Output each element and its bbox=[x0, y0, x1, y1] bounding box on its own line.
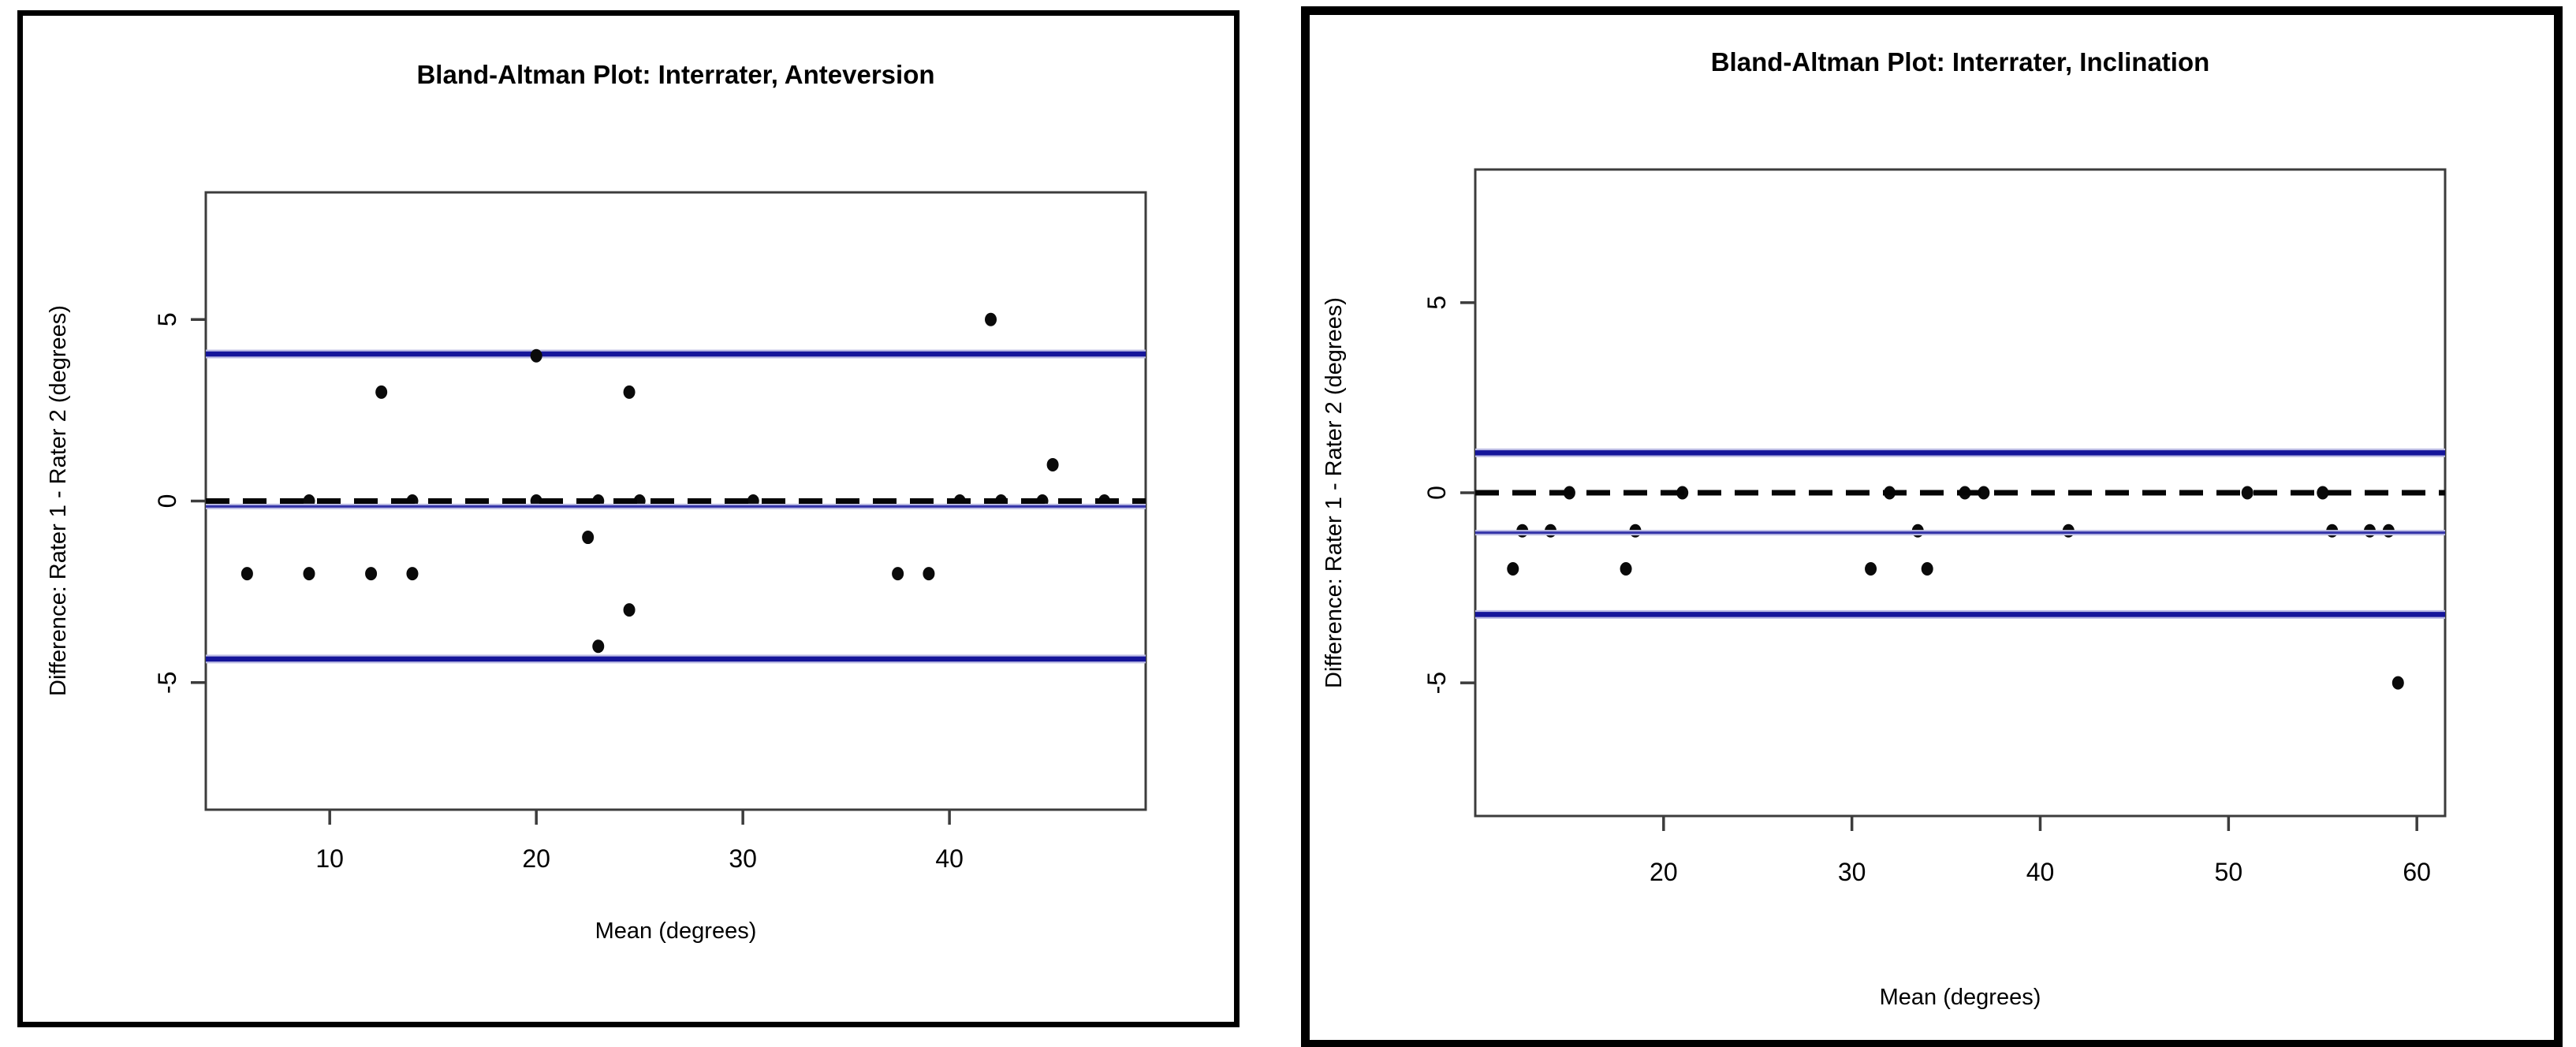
chart-render-layer: 10 20 30 40 -5 0 5 bbox=[153, 191, 1147, 873]
y-tick-label: 0 bbox=[1422, 486, 1451, 500]
bland-altman-chart-anteversion: 10 20 30 40 -5 0 5 Bland-Altman Plot: Interrat… bbox=[46, 60, 1147, 944]
data-point bbox=[240, 567, 253, 581]
data-point bbox=[2391, 676, 2404, 690]
x-axis-label: Mean (degrees) bbox=[1880, 985, 2041, 1010]
x-tick-label: 30 bbox=[1838, 858, 1866, 886]
y-tick-label: -5 bbox=[1422, 672, 1451, 694]
chart-title: Bland-Altman Plot: Interrater, Anteversi… bbox=[416, 60, 934, 89]
data-point bbox=[1921, 561, 1933, 576]
data-point bbox=[1978, 486, 1990, 500]
y-axis-label: Difference: Rater 1 - Rater 2 (degrees) bbox=[46, 305, 71, 696]
x-tick-label: 50 bbox=[2215, 858, 2243, 886]
y-tick-label: 5 bbox=[1422, 296, 1451, 310]
data-point bbox=[1620, 561, 1632, 576]
data-point bbox=[2317, 486, 2329, 500]
data-point bbox=[530, 348, 542, 363]
data-point bbox=[1507, 561, 1519, 576]
y-tick-label: 5 bbox=[153, 312, 181, 326]
x-tick-label: 10 bbox=[315, 844, 344, 873]
figure-inclination: 20 30 40 50 60 -5 0 5 Bland-Altman Plot: Interr… bbox=[1301, 6, 2563, 1047]
x-tick-label: 40 bbox=[935, 844, 964, 873]
data-point bbox=[406, 567, 419, 581]
data-point bbox=[592, 639, 605, 654]
data-point bbox=[582, 531, 595, 545]
data-point bbox=[365, 567, 378, 581]
x-tick-label: 30 bbox=[729, 844, 757, 873]
data-point bbox=[303, 567, 315, 581]
data-point bbox=[623, 385, 636, 399]
figure-anteversion: 10 20 30 40 -5 0 5 Bland-Altman Plot: Interrat… bbox=[17, 10, 1240, 1027]
x-axis-label: Mean (degrees) bbox=[595, 918, 757, 944]
data-point bbox=[2241, 486, 2254, 500]
chart-render-layer: 20 30 40 50 60 -5 0 5 bbox=[1422, 168, 2447, 886]
data-point bbox=[923, 567, 935, 581]
x-tick-label: 60 bbox=[2403, 858, 2431, 886]
y-tick-label: 0 bbox=[153, 494, 181, 509]
data-point bbox=[1046, 457, 1059, 471]
x-tick-label: 20 bbox=[522, 844, 550, 873]
y-tick-label: -5 bbox=[153, 672, 181, 694]
data-point bbox=[1865, 561, 1877, 576]
bland-altman-chart-inclination: 20 30 40 50 60 -5 0 5 Bland-Altman Plot: Interr… bbox=[1322, 47, 2447, 1010]
data-point bbox=[985, 312, 997, 326]
x-tick-label: 40 bbox=[2026, 858, 2055, 886]
x-tick-label: 20 bbox=[1650, 858, 1678, 886]
data-point bbox=[623, 603, 636, 617]
chart-title: Bland-Altman Plot: Interrater, Inclinati… bbox=[1711, 47, 2210, 76]
data-point bbox=[892, 567, 904, 581]
y-axis-label: Difference: Rater 1 - Rater 2 (degrees) bbox=[1322, 297, 1347, 688]
data-point bbox=[375, 385, 388, 399]
